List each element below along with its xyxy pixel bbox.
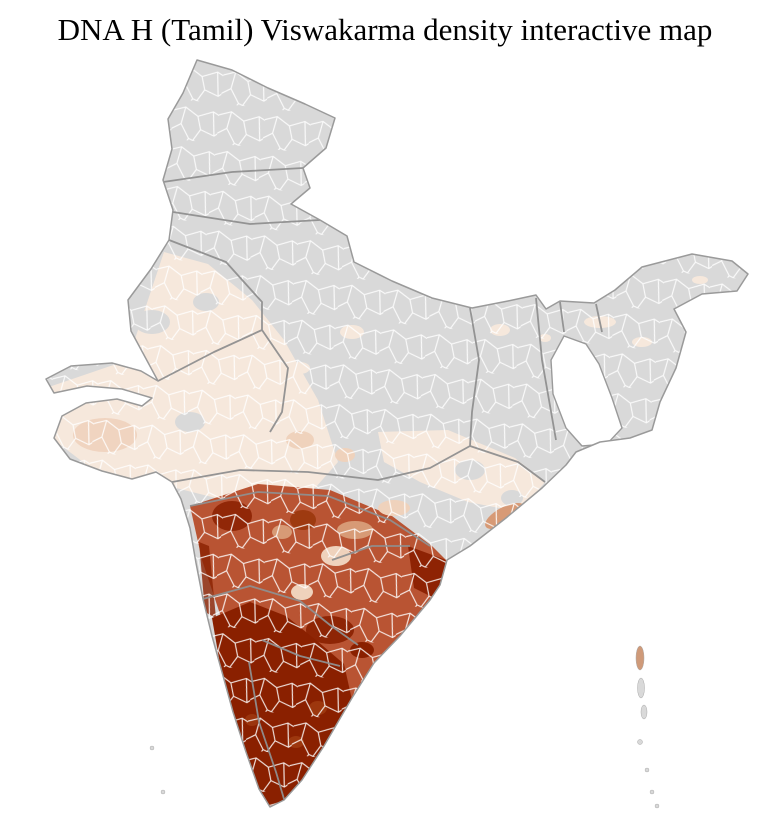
nicobar-island-2[interactable] <box>644 767 650 773</box>
lakshadweep-islands[interactable] <box>149 745 166 795</box>
india-outline <box>45 59 749 808</box>
state-borders <box>157 167 603 800</box>
lakshadweep-island-2[interactable] <box>160 789 166 795</box>
andaman-island-south[interactable] <box>640 704 648 720</box>
nicobar-island-4[interactable] <box>654 803 660 809</box>
nicobar-island-3[interactable] <box>649 789 655 795</box>
district-borders-mesh <box>46 60 748 807</box>
page-title: DNA H (Tamil) Viswakarma density interac… <box>57 12 713 47</box>
nicobar-island-1[interactable] <box>637 739 643 745</box>
andaman-island-mid[interactable] <box>637 677 645 699</box>
andaman-island-north[interactable] <box>635 645 645 671</box>
lakshadweep-island-1[interactable] <box>149 745 155 751</box>
andaman-nicobar-islands[interactable] <box>635 645 660 809</box>
